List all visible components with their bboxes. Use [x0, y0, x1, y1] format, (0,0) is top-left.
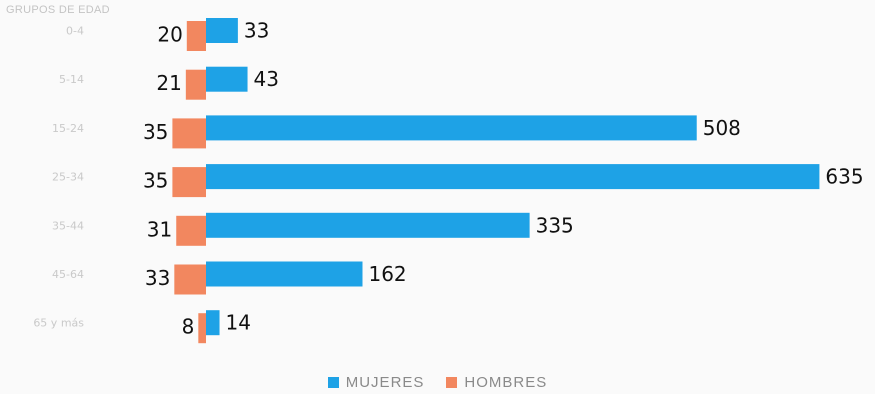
bar-mujeres: [206, 212, 530, 238]
data-label-mujeres: 33: [244, 19, 269, 43]
bar-mujeres: [206, 261, 363, 287]
bar-hombres: [186, 21, 206, 51]
data-label-mujeres: 14: [226, 311, 251, 335]
category-label: 45-64: [52, 268, 84, 281]
bar-mujeres: [206, 18, 238, 43]
category-label: 25-34: [52, 171, 84, 184]
data-label-hombres: 20: [157, 23, 182, 47]
legend-item-mujeres: MUJERES: [327, 374, 425, 391]
bar-mujeres: [206, 164, 820, 190]
data-label-hombres: 8: [182, 315, 195, 339]
bar-hombres: [198, 313, 206, 344]
bar-hombres: [172, 167, 206, 198]
chart-legend: MUJERES HOMBRES: [0, 374, 875, 391]
category-label: 5-14: [59, 73, 84, 86]
category-label: 65 y más: [33, 317, 84, 330]
legend-item-hombres: HOMBRES: [446, 374, 547, 391]
bar-hombres: [185, 69, 206, 100]
data-label-mujeres: 335: [536, 213, 574, 237]
bar-hombres: [176, 215, 206, 246]
bar-mujeres: [206, 310, 220, 336]
data-label-hombres: 35: [143, 169, 168, 193]
data-label-mujeres: 162: [368, 262, 406, 286]
category-label: 0-4: [66, 25, 84, 38]
data-label-hombres: 35: [143, 120, 168, 144]
bar-hombres: [172, 118, 206, 149]
category-label: 35-44: [52, 219, 84, 232]
bar-hombres: [174, 264, 206, 295]
bar-mujeres: [206, 115, 697, 141]
legend-label-mujeres: MUJERES: [345, 374, 425, 391]
legend-swatch-mujeres: [327, 377, 339, 388]
category-label: 15-24: [52, 122, 84, 135]
data-label-hombres: 33: [145, 266, 170, 290]
legend-swatch-hombres: [446, 377, 458, 388]
data-label-mujeres: 635: [825, 165, 863, 189]
data-label-hombres: 31: [147, 217, 172, 241]
data-label-mujeres: 508: [703, 116, 741, 140]
chart-title: GRUPOS DE EDAD: [6, 4, 110, 16]
data-label-hombres: 21: [156, 71, 181, 95]
data-label-mujeres: 43: [254, 67, 279, 91]
bar-mujeres: [206, 66, 248, 92]
legend-label-hombres: HOMBRES: [464, 374, 548, 391]
